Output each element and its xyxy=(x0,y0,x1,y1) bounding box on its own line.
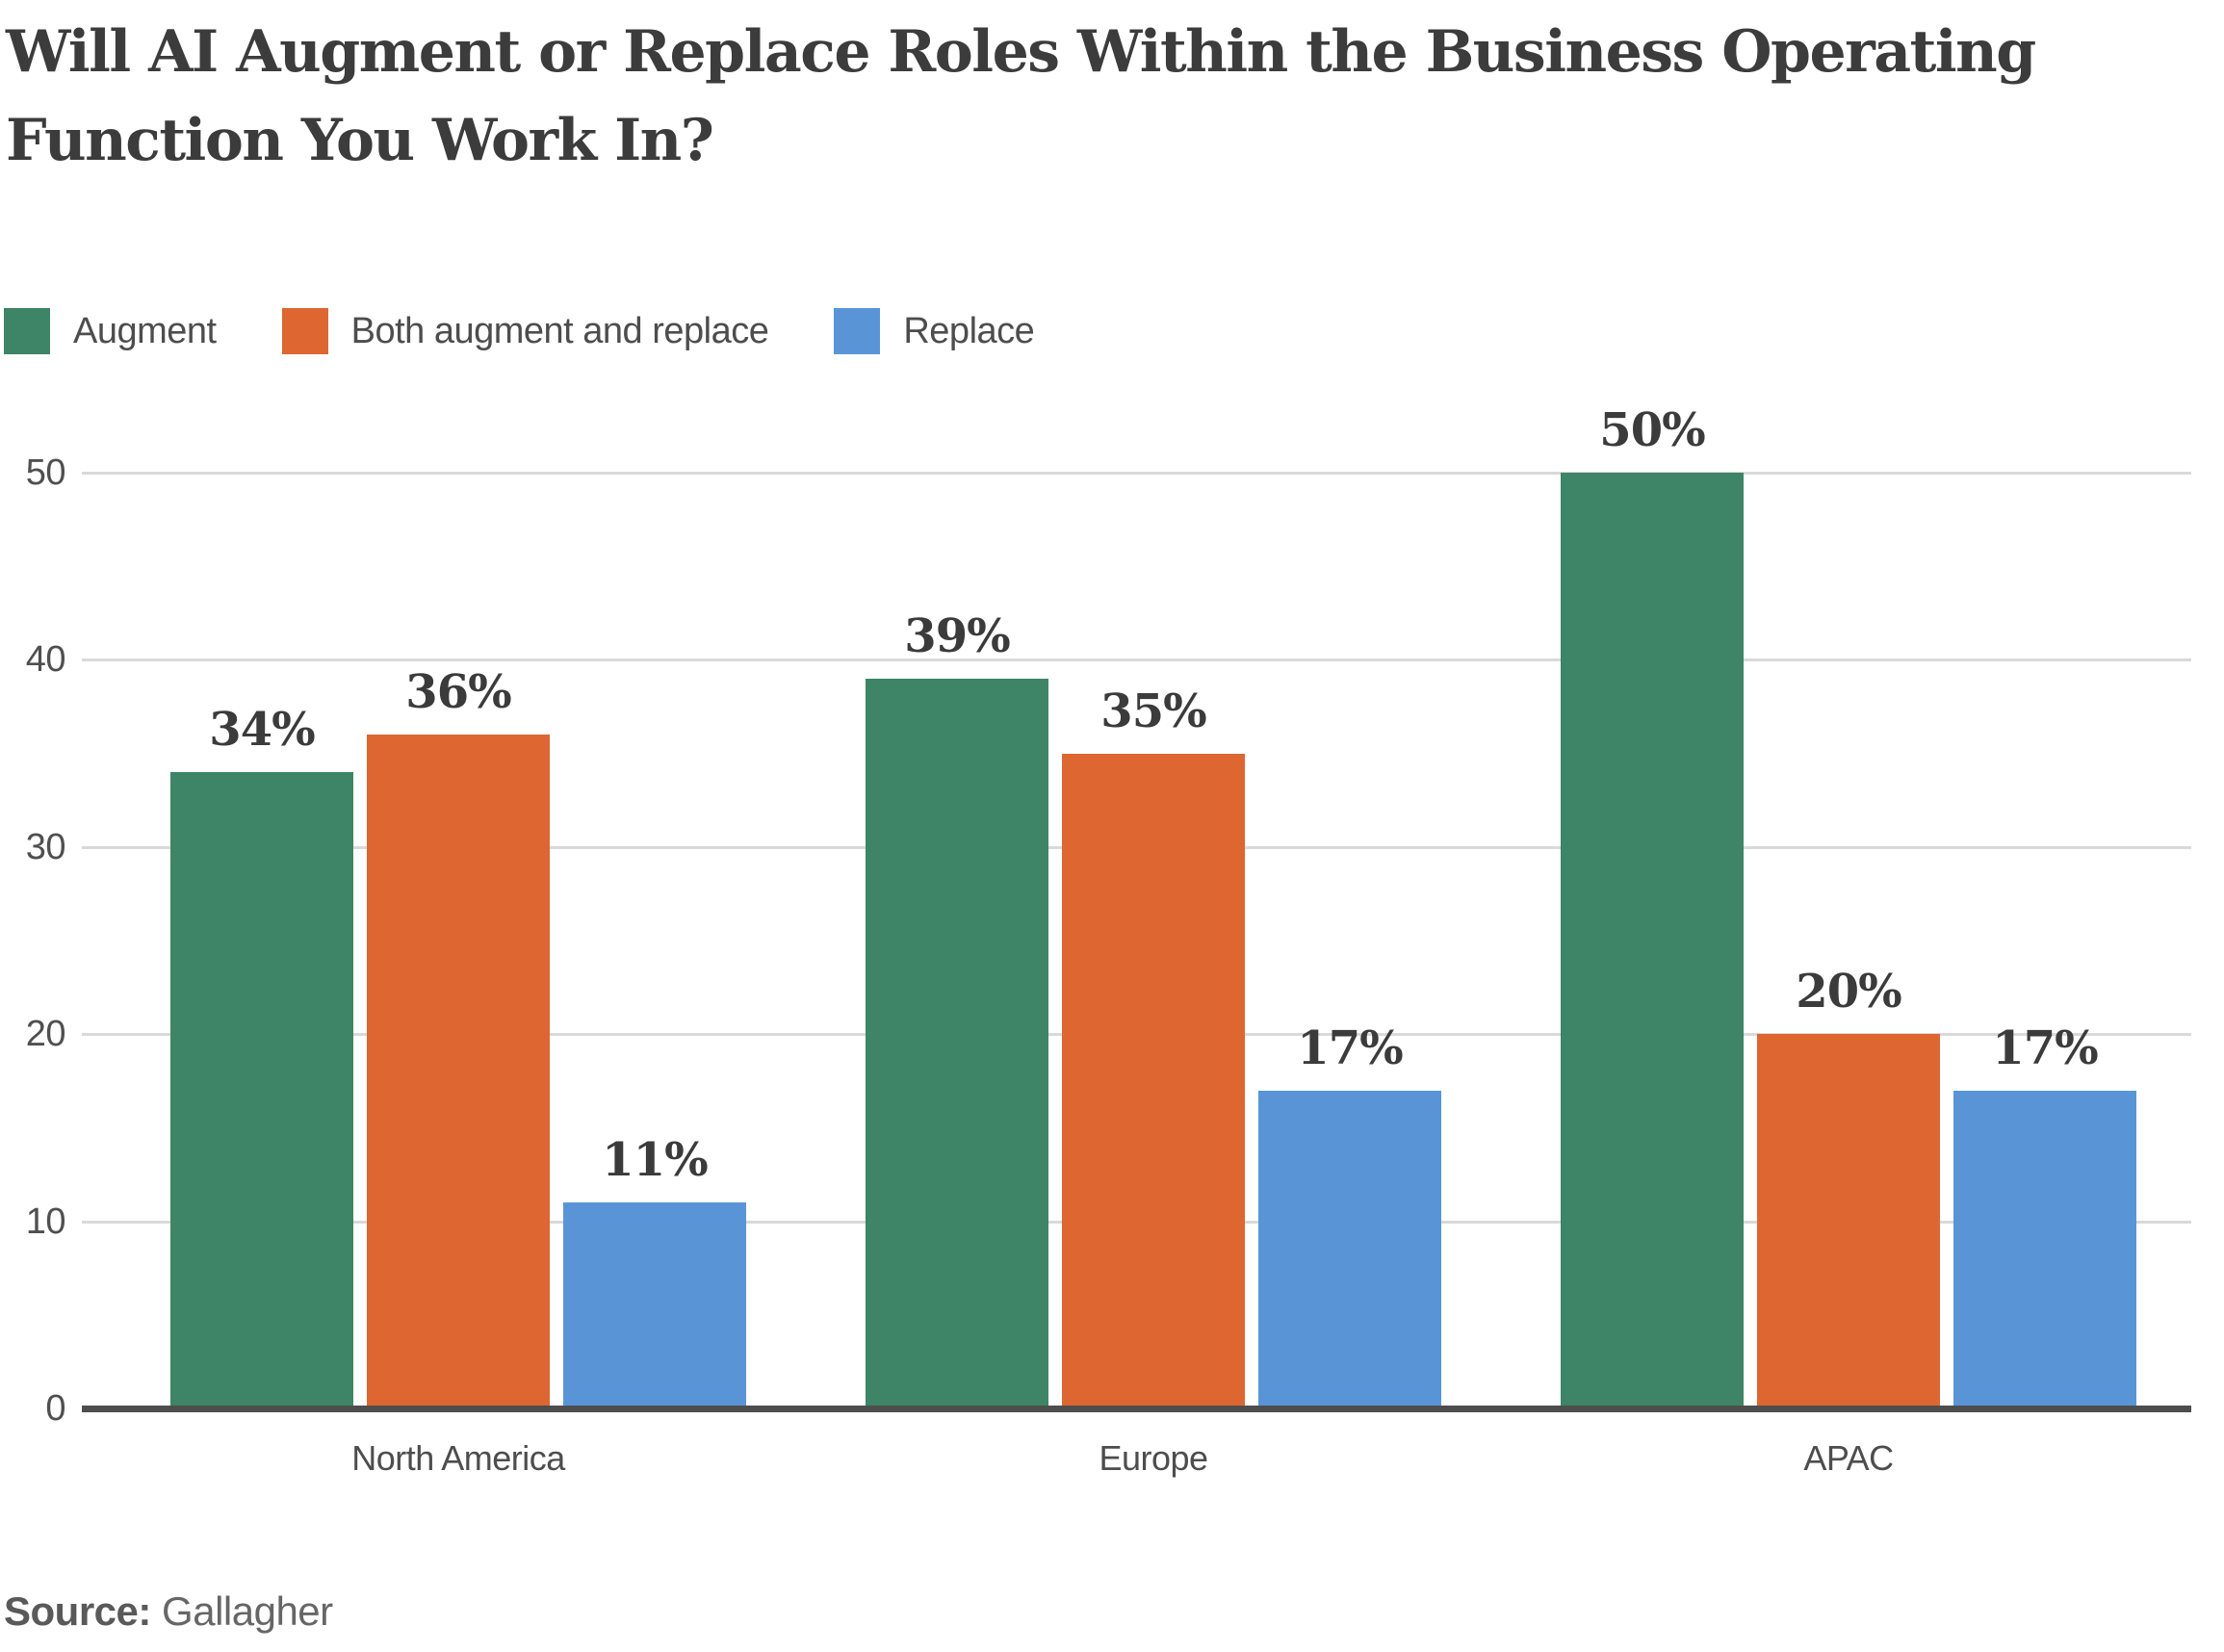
x-axis-label-europe: Europe xyxy=(1099,1438,1208,1478)
legend-swatch-icon xyxy=(834,308,881,354)
bar-north-america-both-augment-and-replace xyxy=(367,735,550,1408)
bar-europe-replace xyxy=(1258,1091,1441,1408)
legend-label: Augment xyxy=(73,310,217,351)
bar-north-america-augment xyxy=(170,772,353,1408)
gridline-50 xyxy=(82,472,2191,475)
bar-north-america-replace xyxy=(563,1202,746,1408)
source-label: Source: xyxy=(4,1588,151,1634)
legend-label: Replace xyxy=(903,310,1035,351)
bar-value-apac-both-augment-and-replace: 20% xyxy=(1796,965,1901,1019)
y-tick-label-10: 10 xyxy=(25,1200,66,1242)
y-tick-label-40: 40 xyxy=(25,639,66,681)
bar-value-north-america-augment: 34% xyxy=(209,703,315,757)
legend: Augment Both augment and replace Replace xyxy=(4,308,1035,354)
bar-europe-both-augment-and-replace xyxy=(1062,754,1245,1408)
bar-europe-augment xyxy=(866,679,1048,1408)
legend-swatch-icon xyxy=(4,308,50,354)
bar-value-north-america-both-augment-and-replace: 36% xyxy=(405,665,511,719)
bar-value-apac-augment: 50% xyxy=(1599,403,1705,457)
y-tick-label-20: 20 xyxy=(25,1014,66,1055)
bar-apac-both-augment-and-replace xyxy=(1757,1034,1940,1408)
chart-title-line-1: Will AI Augment or Replace Roles Within … xyxy=(6,18,2036,86)
bar-value-apac-replace: 17% xyxy=(1992,1021,2098,1075)
legend-label: Both augment and replace xyxy=(350,310,769,351)
bar-value-europe-both-augment-and-replace: 35% xyxy=(1100,684,1206,738)
gridline-40 xyxy=(82,658,2191,662)
bar-apac-replace xyxy=(1953,1091,2136,1408)
chart-title: Will AI Augment or Replace Roles Within … xyxy=(6,8,2036,185)
x-axis-label-apac: APAC xyxy=(1803,1438,1894,1478)
source-note: Source: Gallagher xyxy=(4,1588,333,1635)
legend-item-both-augment-and-replace: Both augment and replace xyxy=(281,308,769,354)
bar-apac-augment xyxy=(1561,473,1744,1408)
bar-value-europe-augment: 39% xyxy=(904,609,1010,663)
legend-item-replace: Replace xyxy=(834,308,1035,354)
x-axis-label-north-america: North America xyxy=(351,1438,565,1478)
bar-value-north-america-replace: 11% xyxy=(602,1133,708,1187)
chart-title-line-2: Function You Work In? xyxy=(6,107,714,174)
bar-value-europe-replace: 17% xyxy=(1297,1021,1403,1075)
source-value: Gallagher xyxy=(162,1588,333,1634)
y-tick-label-30: 30 xyxy=(25,826,66,867)
legend-swatch-icon xyxy=(281,308,328,354)
x-axis-line xyxy=(82,1406,2191,1412)
legend-item-augment: Augment xyxy=(4,308,217,354)
y-tick-label-0: 0 xyxy=(45,1388,65,1429)
y-tick-label-50: 50 xyxy=(25,452,66,493)
